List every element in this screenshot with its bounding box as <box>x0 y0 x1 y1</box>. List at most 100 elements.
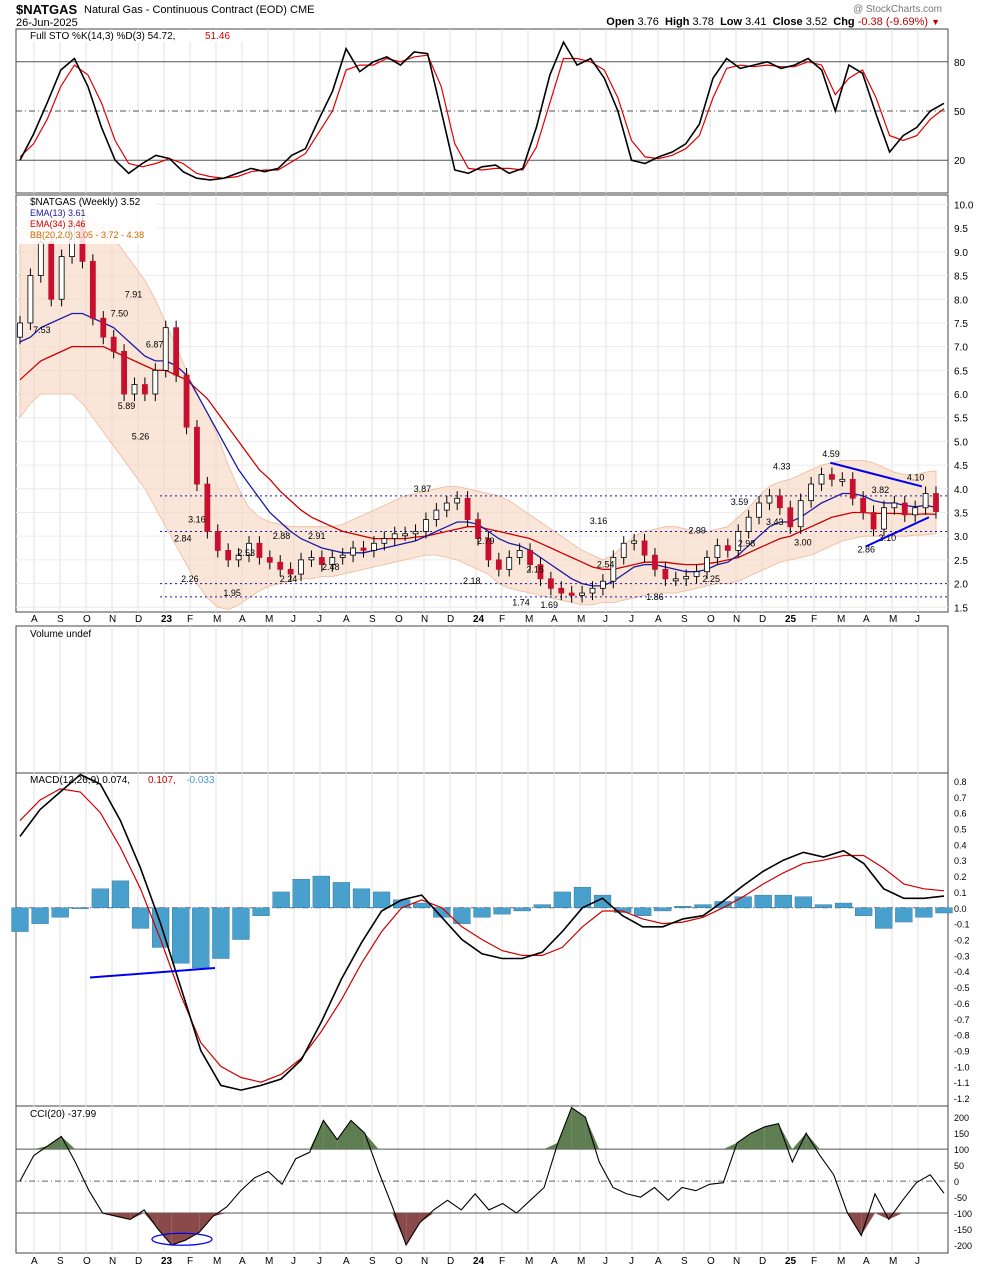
candle-down <box>652 554 658 570</box>
candle-up <box>839 478 846 482</box>
x-tick-label-price: S <box>369 614 376 625</box>
candle-up <box>246 542 252 556</box>
macd-histogram-bar <box>192 907 210 969</box>
price-annotation: 2.86 <box>858 544 876 554</box>
candle-down <box>214 531 221 551</box>
x-tick-label-price: O <box>707 614 715 625</box>
panel-frame-price <box>15 194 949 613</box>
candle-down <box>277 561 284 570</box>
cci-oversold-fill <box>171 1213 186 1246</box>
x-tick-label-cci: M <box>837 1256 845 1267</box>
x-tick-label-cci: A <box>863 1256 870 1267</box>
macd-histogram-bar <box>513 907 531 912</box>
macd-histogram-bar <box>372 891 391 908</box>
cci-y-tick: 200 <box>954 1113 969 1123</box>
chart-date: 26-Jun-2025 <box>16 17 78 29</box>
x-tick-label-cci: O <box>83 1256 91 1267</box>
x-tick-label-price: M <box>525 614 533 625</box>
candle-up <box>162 327 169 371</box>
candle-up <box>693 571 700 577</box>
candle-up <box>912 507 919 516</box>
candle-down <box>100 317 107 338</box>
x-tick-label-price: N <box>421 614 428 625</box>
cci-overbought-fill <box>309 1120 324 1150</box>
trendline-lower <box>865 516 930 548</box>
candle-down <box>495 559 502 570</box>
macd-y-tick: 0.4 <box>954 840 967 850</box>
x-tick-label-cci: J <box>317 1256 322 1267</box>
price-legend-bg <box>17 196 157 244</box>
candle-down <box>287 568 294 575</box>
macd-histogram-bar <box>794 896 813 908</box>
x-tick-label-price: A <box>343 614 350 625</box>
macd-legend: 0.107, <box>148 775 176 786</box>
candle-up <box>891 502 898 509</box>
x-tick-label-cci: S <box>681 1256 688 1267</box>
candle-up <box>329 557 336 566</box>
x-tick-label-price: D <box>135 614 142 625</box>
x-tick-label-cci: 25 <box>785 1256 797 1267</box>
price-y-tick: 5.5 <box>954 414 968 425</box>
price-annotation: 1.95 <box>223 588 241 598</box>
macd-histogram-bar <box>31 907 49 924</box>
ohlc-summary: Open 3.76 High 3.78 Low 3.41 Close 3.52 … <box>606 16 940 28</box>
macd-y-tick: 0.5 <box>954 825 967 835</box>
candle-down <box>173 327 180 376</box>
macd-y-tick: -1.2 <box>954 1094 970 1104</box>
candle-down <box>776 495 783 509</box>
cci-oversold-fill <box>157 1213 172 1246</box>
candle-up <box>818 474 825 485</box>
x-tick-label-cci: J <box>629 1256 634 1267</box>
macd-y-tick: 0.0 <box>954 904 967 914</box>
candle-down <box>849 478 856 499</box>
candle-up <box>339 554 346 558</box>
chart-header: $NATGAS Natural Gas - Continuous Contrac… <box>0 0 990 32</box>
candle-down <box>318 557 325 566</box>
macd-y-tick: 0.2 <box>954 872 967 882</box>
bollinger-band <box>19 208 937 611</box>
candle-up <box>371 542 377 551</box>
macd-y-tick: -0.1 <box>954 920 970 930</box>
macd-y-tick: -1.0 <box>954 1062 970 1072</box>
x-tick-label-cci: A <box>343 1256 350 1267</box>
price-annotation: 1.69 <box>540 600 558 610</box>
price-y-tick: 7.0 <box>954 343 968 354</box>
price-annotation: 3.10 <box>879 533 897 543</box>
macd-y-tick: 0.6 <box>954 809 967 819</box>
x-tick-label-price: D <box>447 614 454 625</box>
price-y-tick: 6.0 <box>954 390 968 401</box>
x-tick-label-cci: F <box>499 1256 505 1267</box>
sto-legend: 51.46 <box>205 31 230 42</box>
candle-up <box>423 519 429 532</box>
candle-down <box>256 542 263 558</box>
x-tick-label-cci: M <box>265 1256 273 1267</box>
price-legend: EMA(13) 3.61 <box>30 208 86 218</box>
cci-oversold-fill <box>406 1213 420 1246</box>
cci-overbought-fill <box>364 1133 379 1150</box>
macd-histogram-bar <box>533 904 551 908</box>
price-annotation: 3.16 <box>188 515 206 525</box>
candle-up <box>881 507 887 530</box>
x-tick-label-price: J <box>603 614 608 625</box>
x-tick-label-price: A <box>863 614 870 625</box>
candle-up <box>308 557 315 561</box>
candle-up <box>506 557 513 570</box>
macd-histogram-bar <box>613 907 632 913</box>
x-tick-label-cci: F <box>187 1256 193 1267</box>
macd-histogram-bar <box>814 904 833 908</box>
x-tick-label-price: S <box>57 614 64 625</box>
x-tick-label-cci: N <box>109 1256 116 1267</box>
candle-down <box>194 426 200 485</box>
cci-overbought-fill <box>778 1123 793 1150</box>
cci-oversold-fill <box>116 1213 131 1220</box>
candle-up <box>672 578 679 582</box>
cci-overbought-fill <box>723 1142 738 1150</box>
x-tick-label-cci: N <box>421 1256 428 1267</box>
cci-oversold-fill <box>144 1213 158 1230</box>
x-tick-label-cci: 23 <box>161 1256 173 1267</box>
price-annotation: 2.15 <box>526 564 544 574</box>
candle-up <box>381 538 388 544</box>
x-tick-label-price: D <box>759 614 766 625</box>
candle-up <box>350 547 356 556</box>
price-annotation: 6.87 <box>146 339 164 349</box>
